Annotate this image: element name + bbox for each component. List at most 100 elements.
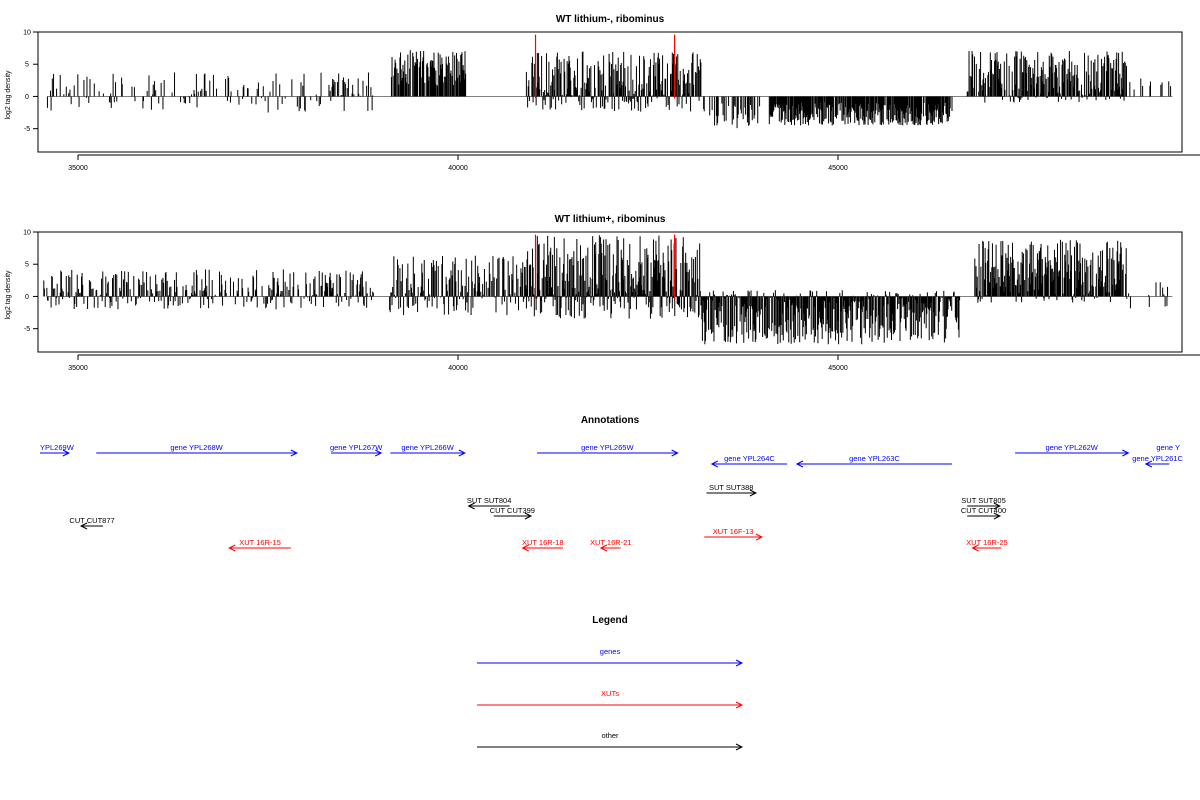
panel-2-bars [43, 235, 1173, 345]
panel-2-y-axis-label: log2 tag density [5, 270, 12, 320]
legend-entries: genes XUTs other [477, 647, 744, 751]
annotation-arrow-head [749, 489, 758, 497]
y-tick-label: 5 [25, 262, 29, 269]
annotation-label: gene YPL261C [1132, 454, 1183, 463]
annotation-other: SUT SUT805 [961, 496, 1006, 510]
annotation-label: XUT 16R-25 [966, 538, 1008, 547]
annotation-other: CUT CUT877 [69, 516, 115, 530]
legend-entry-xut: XUTs [477, 689, 744, 709]
annotation-label: CUT CUT400 [961, 506, 1006, 515]
annotation-arrow-head [458, 449, 466, 457]
annotation-label: SUT SUT805 [961, 496, 1005, 505]
annotation-label: XUT 16R-15 [239, 538, 281, 547]
annotation-label: CUT CUT399 [490, 506, 535, 515]
annotations-title: Annotations [581, 415, 640, 426]
x-tick-label: 45000 [828, 165, 848, 172]
annotation-label: SUT SUT804 [467, 496, 511, 505]
x-tick-label: 45000 [828, 365, 848, 372]
annotation-gene: gene YPL264C [710, 454, 788, 468]
annotation-gene: gene YPL263C [795, 454, 952, 468]
annotation-tracks: YPL269W gene YPL268W gene YPL267W gene YPL2… [40, 443, 1184, 552]
annotation-arrow-head [710, 460, 719, 468]
annotation-gene: gene YPL261C [1132, 454, 1184, 468]
annotation-label: XUT 16R-21 [590, 538, 632, 547]
annotation-arrow-head [467, 502, 475, 510]
annotation-label: gene YPL263C [849, 454, 900, 463]
annotation-arrow-head [1122, 449, 1130, 457]
panel-2-x-axis: 35000400004500050000 [68, 354, 1200, 372]
legend-entry-gene: genes [477, 647, 744, 667]
annotations-panel: Annotations YPL269W gene YPL268W gene YPL2… [40, 415, 1184, 552]
annotation-xut: XUT 16R-25 [966, 538, 1008, 552]
panel-lithium-minus: WT lithium-, ribominus 10 5 0 -5 35000 40000… [5, 14, 1200, 172]
annotation-other: CUT CUT400 [961, 506, 1006, 520]
annotation-arrow-head [290, 449, 298, 457]
annotation-label: gene YPL264C [724, 454, 775, 463]
x-tick-label: 35000 [68, 365, 88, 372]
annotation-gene: gene YPL266W [390, 443, 466, 457]
annotation-label: YPL269W [40, 443, 75, 452]
legend-label: genes [600, 647, 621, 656]
annotation-arrow-head [993, 502, 1001, 510]
panel-1-bars [46, 50, 1173, 129]
annotation-xut: XUT 16R-21 [590, 538, 632, 552]
x-tick-label: 35000 [68, 165, 88, 172]
annotation-arrow-head [62, 449, 70, 457]
annotation-label: gene YPL265W [581, 443, 634, 452]
annotation-gene: gene YPL267W [330, 443, 383, 457]
legend-arrow-head [735, 659, 744, 667]
panel-1-y-axis-label: log2 tag density [5, 70, 12, 120]
y-tick-label: 5 [25, 62, 29, 69]
annotation-xut: XUT 16R-18 [521, 538, 564, 552]
y-tick-label: -5 [24, 126, 30, 133]
x-tick-label: 40000 [448, 365, 468, 372]
annotation-arrow-head [971, 544, 979, 552]
annotation-arrow-head [524, 512, 533, 520]
annotation-gene: gene Y [1156, 443, 1180, 452]
annotation-arrow-head [228, 544, 236, 552]
annotation-label: XUT 16R-18 [522, 538, 564, 547]
annotation-label: XUT 16F-13 [713, 527, 754, 536]
annotation-other: SUT SUT388 [706, 483, 758, 497]
y-tick-label: 10 [23, 30, 31, 37]
annotation-arrow-head [1144, 460, 1153, 468]
legend-entry-other: other [477, 731, 744, 751]
panel-2-highlights [534, 234, 676, 299]
annotation-arrow-head [79, 522, 88, 530]
panel-2-title: WT lithium+, ribominus [555, 214, 666, 225]
annotation-label: gene YPL267W [330, 443, 383, 452]
y-tick-label: -5 [24, 326, 30, 333]
annotation-label: SUT SUT388 [709, 483, 753, 492]
x-tick-label: 40000 [448, 165, 468, 172]
legend-arrow-head [735, 701, 744, 709]
annotation-label: gene YPL268W [170, 443, 223, 452]
y-tick-label: 10 [23, 230, 31, 237]
panel-1-title: WT lithium-, ribominus [556, 14, 665, 25]
annotation-arrow-head [521, 544, 529, 552]
panel-2-y-axis: 10 5 0 -5 [23, 230, 39, 333]
legend-title: Legend [592, 615, 628, 626]
annotation-gene: YPL269W [40, 443, 75, 457]
panel-1-x-axis: 35000400004500050000 [68, 154, 1200, 172]
y-tick-label: 0 [25, 94, 29, 101]
annotation-gene: gene YPL265W [537, 443, 679, 457]
y-tick-label: 0 [25, 294, 29, 301]
annotation-arrow-head [755, 533, 764, 541]
annotation-gene: gene YPL262W [1015, 443, 1130, 457]
panel-1-highlights [534, 34, 676, 99]
annotation-xut: XUT 16R-15 [228, 538, 291, 552]
annotation-xut: XUT 16F-13 [704, 527, 764, 541]
annotation-gene: gene YPL268W [96, 443, 298, 457]
annotation-other: CUT CUT399 [490, 506, 535, 520]
annotation-arrow-head [993, 512, 1001, 520]
annotation-label: gene YPL262W [1045, 443, 1098, 452]
annotation-arrow-head [795, 460, 804, 468]
annotation-arrow-head [599, 544, 608, 552]
annotation-label: CUT CUT877 [69, 516, 114, 525]
annotation-other: SUT SUT804 [467, 496, 511, 510]
annotation-label: gene YPL266W [401, 443, 454, 452]
legend-label: other [601, 731, 619, 740]
annotation-arrow-head [671, 449, 679, 457]
panel-lithium-plus: WT lithium+, ribominus 10 5 0 -5 35000 40000… [5, 214, 1200, 372]
panel-1-y-axis: 10 5 0 -5 [23, 30, 39, 133]
